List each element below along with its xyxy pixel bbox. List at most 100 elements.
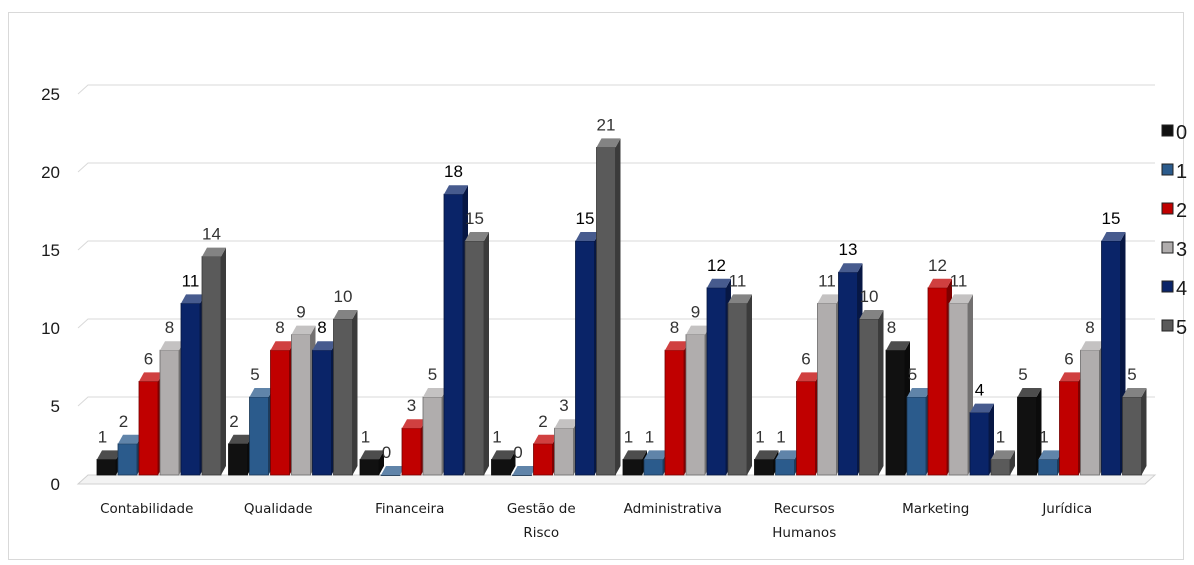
- gridline: [77, 318, 1155, 329]
- x-tick-label: Humanos: [772, 525, 836, 541]
- data-label: 15: [576, 209, 595, 228]
- bar-top: [249, 388, 274, 397]
- bar: [401, 427, 422, 476]
- legend-label: 0: [1176, 122, 1187, 144]
- x-tick-label: Risco: [523, 525, 559, 541]
- bar: [948, 302, 969, 476]
- data-label: 6: [1064, 349, 1073, 368]
- bar: [533, 443, 553, 476]
- bar-top: [228, 434, 253, 444]
- bar-top: [970, 403, 994, 413]
- bar-top: [575, 232, 600, 241]
- x-tick-label: Financeira: [375, 501, 444, 517]
- bar-top: [270, 341, 295, 351]
- bar-top: [160, 341, 184, 351]
- legend-label: 3: [1176, 239, 1187, 261]
- bar-top: [796, 372, 821, 382]
- bar-top: [838, 263, 863, 273]
- data-label: 12: [707, 256, 726, 275]
- y-tick-label: 20: [41, 163, 60, 182]
- bar: [312, 349, 332, 476]
- data-label: 1: [996, 427, 1005, 446]
- data-label: 11: [950, 271, 968, 290]
- bar: [969, 412, 990, 476]
- x-tick-label: Marketing: [902, 501, 969, 517]
- legend-swatch: [1161, 202, 1174, 215]
- chart-floor: [76, 474, 1157, 485]
- data-label: 5: [250, 365, 259, 384]
- data-label: 10: [334, 287, 353, 306]
- bar: [228, 443, 248, 476]
- bar: [664, 349, 685, 476]
- bar-side: [379, 450, 384, 475]
- bar: [796, 380, 816, 476]
- legend-label: 4: [1176, 278, 1187, 300]
- data-label: 21: [597, 115, 616, 134]
- bar: [859, 318, 879, 476]
- bar: [643, 458, 664, 476]
- bar: [491, 458, 511, 476]
- bar-top: [949, 294, 973, 304]
- bar-side: [615, 138, 621, 475]
- bar-top: [665, 341, 689, 351]
- bar: [138, 380, 159, 476]
- legend-label: 1: [1176, 161, 1187, 183]
- data-label: 18: [444, 162, 463, 181]
- bar-top: [554, 419, 579, 429]
- bar: [906, 396, 927, 476]
- y-tick-label: 0: [51, 475, 60, 494]
- data-label: 1: [492, 427, 501, 446]
- bar: [927, 287, 948, 476]
- bar-top: [402, 419, 426, 429]
- x-tick-label: Jurídica: [1041, 501, 1092, 517]
- data-label: 1: [1039, 427, 1048, 446]
- bar-top: [859, 310, 884, 319]
- bar: [1122, 396, 1142, 476]
- bar: [554, 427, 574, 476]
- bar-top: [202, 247, 226, 257]
- bar: [1080, 349, 1100, 476]
- x-tick-label: Contabilidade: [100, 501, 193, 517]
- legend-swatch: [1161, 241, 1174, 254]
- bar: [817, 302, 837, 476]
- data-label: 9: [296, 303, 305, 322]
- bar-top: [907, 388, 931, 397]
- bar-top: [1038, 450, 1063, 460]
- y-tick-label: 10: [41, 319, 60, 338]
- y-tick-label: 25: [41, 85, 60, 104]
- bar: [201, 256, 222, 476]
- data-label: 6: [144, 349, 153, 368]
- bar: [575, 240, 595, 476]
- data-label: 8: [1085, 318, 1094, 337]
- data-label: 15: [1102, 209, 1121, 228]
- data-label: 11: [729, 271, 747, 290]
- gridline: [77, 162, 1155, 173]
- data-label: 1: [776, 427, 785, 446]
- bar-top: [623, 450, 647, 460]
- x-tick-label: Recursos: [774, 501, 835, 517]
- data-label: 0: [382, 443, 391, 462]
- bar-top: [754, 450, 779, 460]
- data-label: 1: [361, 427, 370, 446]
- bar-top: [97, 450, 121, 460]
- bar-side: [747, 294, 752, 475]
- bar-top: [817, 294, 842, 304]
- data-label: 5: [908, 365, 917, 384]
- data-label: 4: [975, 381, 984, 400]
- bar-top: [444, 185, 468, 195]
- data-label: 1: [98, 427, 107, 446]
- bar: [249, 396, 269, 476]
- data-label: 0: [513, 443, 522, 462]
- legend-swatch: [1161, 163, 1174, 176]
- bar-side: [878, 310, 884, 475]
- bar-top: [533, 434, 558, 444]
- bar: [1038, 458, 1058, 476]
- bar: [117, 443, 138, 476]
- bar: [596, 146, 616, 476]
- bar-top: [644, 450, 668, 460]
- bar: [685, 334, 706, 476]
- bar: [754, 458, 774, 476]
- data-label: 3: [559, 396, 568, 415]
- data-label: 1: [624, 427, 633, 446]
